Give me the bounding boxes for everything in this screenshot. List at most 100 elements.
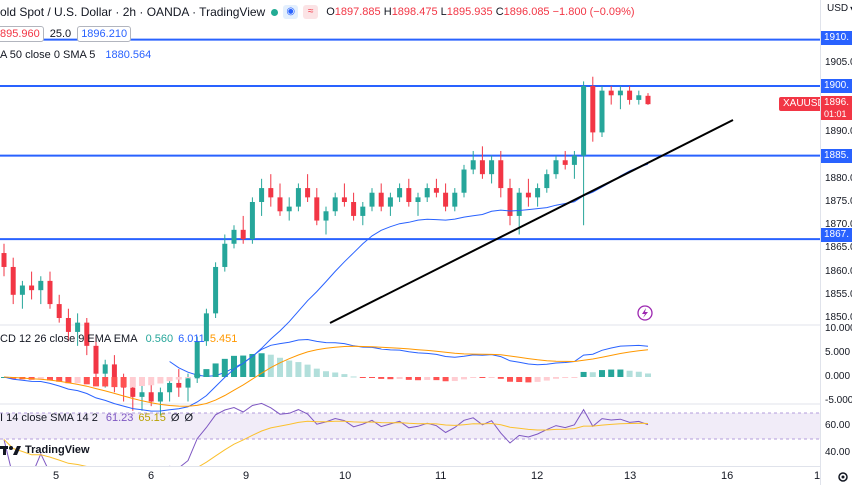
price-tick: 1870.0 bbox=[825, 219, 852, 231]
candle-body bbox=[544, 174, 550, 189]
macd-bar bbox=[221, 358, 228, 377]
candle-body bbox=[599, 90, 605, 133]
rsi-na-1: Ø bbox=[170, 412, 180, 424]
symbol-tag: XAUUSD bbox=[779, 97, 829, 111]
rsi-na-2: Ø bbox=[184, 412, 194, 424]
macd-bar bbox=[212, 363, 219, 377]
macd-bar bbox=[350, 376, 357, 378]
macd-bar bbox=[424, 377, 431, 380]
rsi-ma-line bbox=[3, 420, 649, 466]
candle-body bbox=[608, 90, 614, 96]
macd-bar bbox=[249, 353, 256, 377]
macd-bar bbox=[47, 377, 53, 381]
candle-body bbox=[461, 169, 467, 193]
time-label: 1 bbox=[814, 470, 821, 482]
candle-body bbox=[1, 253, 7, 267]
macd-bar bbox=[617, 369, 624, 377]
candle-body bbox=[139, 392, 145, 397]
candle-body bbox=[10, 266, 16, 295]
candle-body bbox=[93, 345, 99, 374]
rsi-value: 61.23 bbox=[105, 412, 134, 424]
macd-bar bbox=[323, 371, 329, 377]
time-label: 11 bbox=[435, 470, 447, 482]
macd-bar bbox=[139, 377, 145, 387]
candle-body bbox=[157, 392, 163, 402]
macd-bar bbox=[608, 369, 615, 377]
candle-body bbox=[167, 382, 173, 393]
macd-bar bbox=[516, 377, 523, 383]
macd-bar bbox=[313, 368, 320, 377]
candle-body bbox=[489, 160, 495, 175]
price-tick: 1860.0 bbox=[825, 265, 852, 277]
candle-body bbox=[222, 243, 228, 267]
macd-bar bbox=[185, 377, 191, 378]
macd-histogram bbox=[1, 353, 651, 388]
sell-price-button[interactable]: 895.960 bbox=[0, 26, 44, 42]
candle-body bbox=[617, 90, 623, 96]
candle-body bbox=[295, 188, 301, 207]
spread-value: 25.0 bbox=[49, 28, 72, 40]
market-open-dot bbox=[271, 8, 279, 16]
price-tick: 40.00 bbox=[825, 447, 851, 458]
candle-body bbox=[627, 90, 633, 100]
macd-bar bbox=[111, 377, 118, 388]
event-flash-icon[interactable] bbox=[637, 305, 653, 321]
macd-bar bbox=[599, 370, 605, 377]
candle-body bbox=[194, 341, 200, 379]
candle-body bbox=[470, 160, 476, 170]
price-tick: 1875.0 bbox=[825, 196, 852, 207]
level-label-1910: 1910. bbox=[821, 31, 852, 45]
macd-bar bbox=[304, 364, 311, 377]
price-tick: 5.000 bbox=[825, 347, 851, 358]
ma-legend[interactable]: A 50 close 0 SMA 5 1880.564 bbox=[0, 46, 151, 64]
candle-body bbox=[323, 211, 329, 221]
buy-price-button[interactable]: 1896.210 bbox=[77, 26, 132, 42]
time-scale[interactable]: 5 6 9 10 11 12 13 16 1 bbox=[0, 466, 820, 485]
horizontal-levels[interactable] bbox=[0, 38, 820, 241]
price-tick: 1855.0 bbox=[825, 288, 852, 300]
price-scale[interactable]: USD▾ 1905.0 1890.0 1880.0 1875.0 1870.0 1865.… bbox=[820, 0, 852, 485]
symbol-title: old Spot / U.S. Dollar · 2h · OANDA · Tr… bbox=[0, 5, 266, 19]
candle-body bbox=[176, 382, 182, 388]
macd-bar bbox=[442, 377, 449, 382]
candle-body bbox=[259, 188, 265, 202]
price-tick: 10.000 bbox=[825, 323, 852, 334]
symbol-legend[interactable]: old Spot / U.S. Dollar · 2h · OANDA · Tr… bbox=[0, 3, 635, 21]
alert-icon[interactable]: ≈ bbox=[303, 5, 319, 19]
rsi-ma-value: 65.15 bbox=[138, 412, 166, 424]
macd-bar bbox=[369, 377, 375, 378]
eye-icon[interactable]: ◉ bbox=[283, 5, 299, 19]
candle-body bbox=[240, 229, 246, 240]
candle-body bbox=[562, 160, 568, 165]
macd-bar bbox=[286, 360, 293, 377]
macd-bar bbox=[479, 377, 486, 378]
macd-bar bbox=[415, 377, 421, 381]
currency-selector[interactable]: USD▾ bbox=[827, 3, 852, 14]
level-label-1867: 1867. bbox=[821, 228, 852, 242]
trade-inputs: 895.960 25.0 1896.210 bbox=[0, 25, 132, 43]
macd-bar bbox=[56, 377, 63, 382]
gear-icon[interactable] bbox=[836, 470, 850, 484]
macd-legend[interactable]: CD 12 26 close 9 EMA EMA 0.560 6.011 5.4… bbox=[0, 330, 237, 348]
rsi-legend[interactable]: I 14 close SMA 14 2 61.23 65.15 Ø Ø bbox=[0, 409, 193, 427]
candle-body bbox=[645, 95, 651, 105]
time-label: 10 bbox=[339, 470, 352, 482]
candles bbox=[1, 76, 651, 416]
candle-body bbox=[203, 313, 209, 342]
candle-body bbox=[56, 304, 62, 318]
macd-bar bbox=[378, 377, 385, 379]
last-price-label: 1896. bbox=[821, 96, 852, 110]
change-value: −1.800 (−0.09%) bbox=[552, 6, 635, 18]
macd-bar bbox=[461, 377, 467, 380]
candle-body bbox=[84, 322, 90, 346]
macd-value: 6.011 bbox=[178, 333, 205, 345]
macd-bar bbox=[589, 372, 596, 377]
tradingview-logo-icon bbox=[0, 446, 21, 455]
candle-body bbox=[525, 192, 531, 198]
trend-line[interactable] bbox=[329, 119, 734, 324]
macd-bar bbox=[37, 377, 44, 380]
ma-value: 1880.564 bbox=[105, 49, 152, 61]
candle-body bbox=[148, 392, 154, 402]
candle-body bbox=[351, 202, 357, 216]
price-chart[interactable] bbox=[0, 0, 820, 466]
